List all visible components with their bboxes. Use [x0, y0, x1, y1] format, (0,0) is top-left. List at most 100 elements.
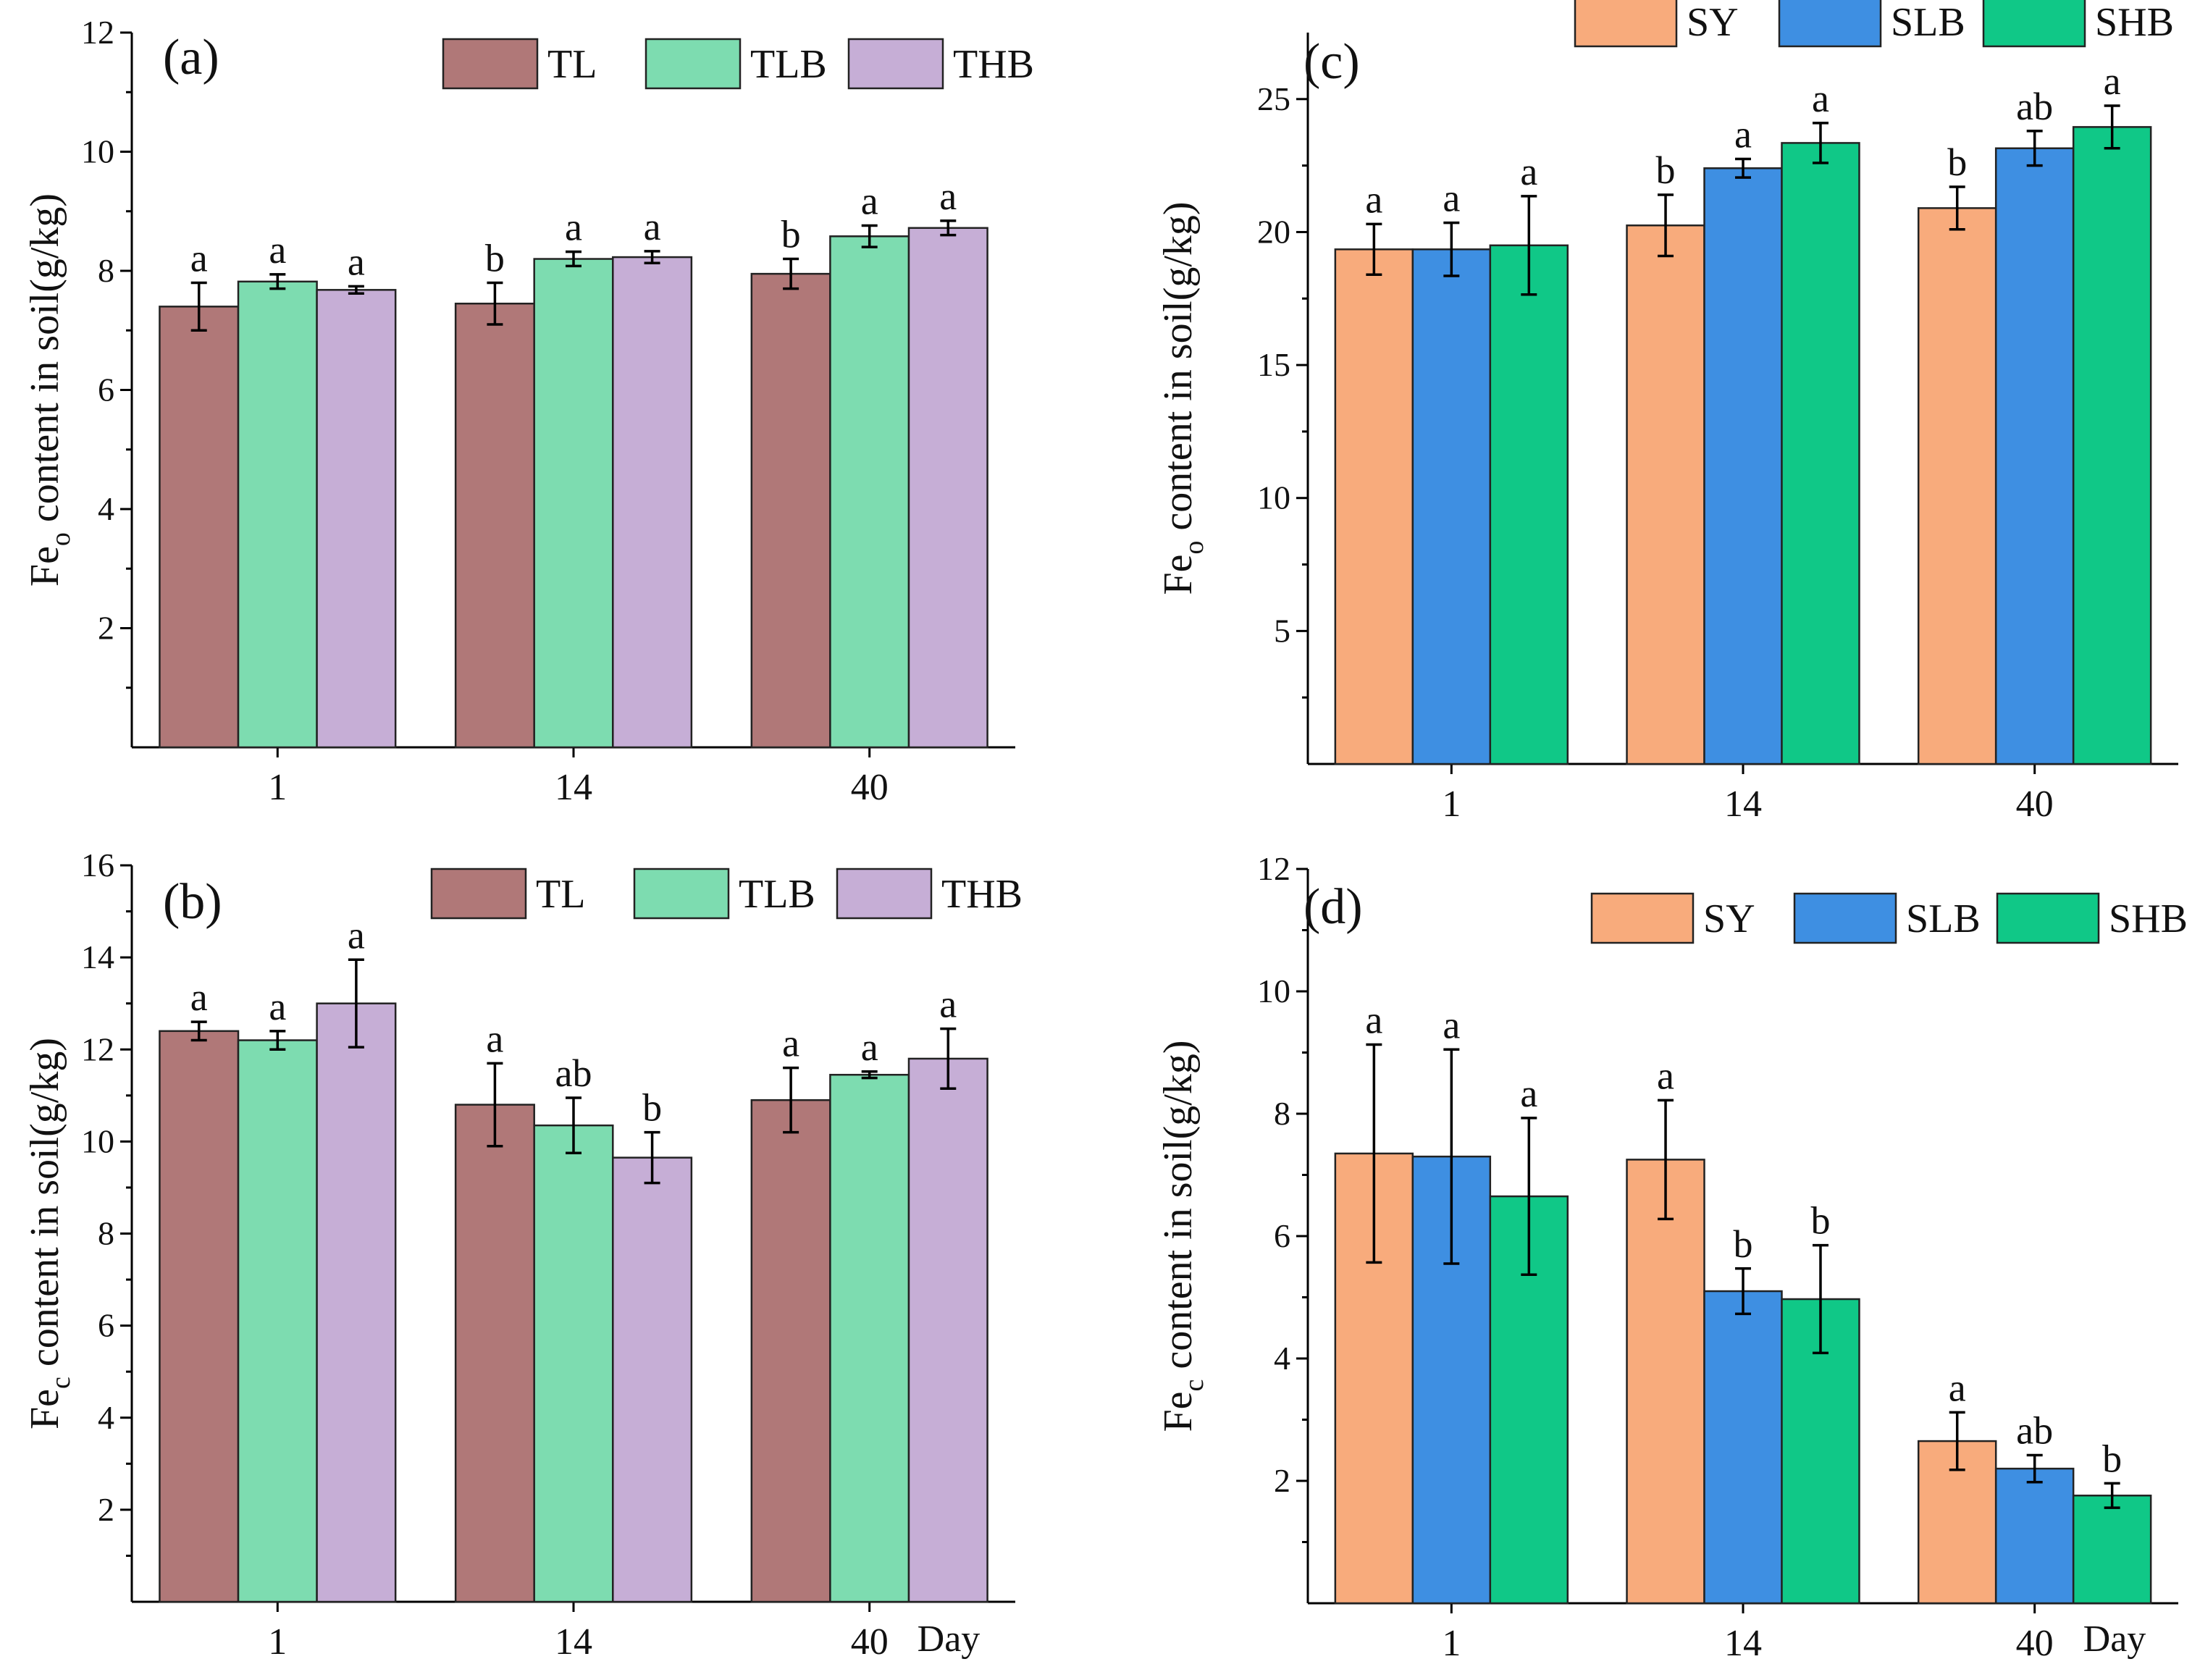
y-axis-label: Feo content in soil(g/kg): [22, 193, 76, 587]
bar-a-thb-day-1: [316, 289, 397, 749]
error-bar-d-sy-day-40: [1949, 1411, 1965, 1471]
y-axis-label-rest: content in soil(g/kg): [1156, 201, 1201, 540]
error-bar-c-slb-day-40: [2026, 130, 2043, 167]
y-tick-label: 6: [98, 1307, 114, 1344]
y-axis-label-rest: content in soil(g/kg): [1156, 1040, 1201, 1379]
legend-swatch-sy: [1574, 0, 1678, 48]
x-axis-label-day: Day: [2083, 1618, 2146, 1660]
legend-swatch-tl: [430, 868, 527, 920]
significance-label: a: [348, 240, 365, 283]
bar-b-tl-day-40: [750, 1099, 831, 1603]
y-tick-label: 4: [98, 490, 114, 527]
significance-label: ab: [2016, 85, 2053, 128]
bar-c-sy-day-1: [1334, 248, 1414, 765]
bar-d-shb-day-40: [2072, 1495, 2152, 1605]
significance-label: a: [565, 206, 582, 249]
panel-label-a: (a): [163, 30, 219, 85]
significance-label: b: [781, 213, 801, 256]
error-bar-c-sy-day-14: [1658, 193, 1674, 258]
y-tick-label: 2: [98, 1491, 114, 1528]
error-bar-a-tl-day-1: [190, 281, 207, 332]
y-tick-label: 5: [1274, 612, 1290, 649]
y-tick-label: 8: [98, 1215, 114, 1252]
bar-b-thb-day-1: [316, 1002, 397, 1603]
bar-a-tlb-day-14: [533, 258, 614, 749]
significance-label: ab: [555, 1051, 592, 1095]
error-bar-c-slb-day-1: [1443, 221, 1460, 277]
x-category-label: 14: [555, 767, 592, 808]
error-bar-b-tlb-day-1: [269, 1030, 286, 1051]
y-axis-label-main: Fe: [1156, 555, 1201, 595]
error-bar-a-tlb-day-14: [566, 250, 582, 268]
x-category-label: 14: [1724, 784, 1762, 825]
y-axis-label-subscript: o: [46, 532, 76, 546]
bar-a-tlb-day-1: [237, 280, 318, 749]
error-bar-c-shb-day-14: [1812, 122, 1829, 164]
legend-swatch-shb: [1996, 892, 2100, 944]
legend-label-thb: THB: [941, 872, 1023, 917]
significance-label: a: [1734, 112, 1752, 156]
bar-c-slb-day-1: [1411, 248, 1492, 765]
y-axis-label: Feo content in soil(g/kg): [1156, 201, 1209, 595]
legend-swatch-thb: [836, 868, 933, 920]
y-tick-label: 14: [81, 938, 114, 975]
legend-swatch-slb: [1793, 892, 1897, 944]
y-tick-label: 15: [1257, 346, 1290, 383]
y-axis-label-subscript: c: [46, 1377, 76, 1389]
significance-label: a: [1443, 177, 1460, 220]
y-axis-label: Fec content in soil(g/kg): [1156, 1040, 1209, 1432]
bar-b-tlb-day-40: [829, 1073, 910, 1603]
significance-label: a: [269, 228, 286, 272]
error-bar-b-thb-day-14: [644, 1130, 660, 1185]
y-tick-label: 12: [81, 1030, 114, 1067]
panel-label-d: (d): [1303, 879, 1363, 935]
x-category-label: 40: [2016, 784, 2054, 825]
bar-c-sy-day-40: [1917, 207, 1997, 765]
bar-d-slb-day-40: [1994, 1467, 2075, 1605]
y-tick-label: 6: [1274, 1217, 1290, 1254]
significance-label: a: [348, 913, 365, 957]
bar-b-tlb-day-14: [533, 1124, 614, 1603]
x-axis-label-day: Day: [918, 1618, 981, 1660]
legend-swatch-thb: [847, 38, 944, 90]
x-category-label: 1: [268, 1621, 287, 1663]
significance-label: a: [1365, 999, 1382, 1042]
bar-b-tlb-day-1: [237, 1039, 318, 1603]
significance-label: a: [939, 983, 957, 1026]
significance-label: b: [1734, 1222, 1753, 1266]
y-tick-label: 8: [98, 252, 114, 289]
panel-a-chart: 2 4 6 8 10 12 1 14 40 a b b a a a a a a TL TLB THB (a) Feo con…: [22, 14, 1034, 808]
significance-label: a: [1520, 150, 1537, 193]
significance-label: a: [644, 205, 661, 248]
significance-label: a: [782, 1022, 799, 1065]
bar-b-thb-day-40: [907, 1057, 988, 1603]
y-axis-label-main: Fe: [22, 546, 67, 587]
x-category-label: 14: [555, 1621, 592, 1663]
y-tick-label: 4: [1274, 1340, 1290, 1377]
error-bar-d-slb-day-1: [1443, 1048, 1460, 1265]
significance-label: b: [1947, 140, 1967, 184]
error-bar-d-sy-day-14: [1658, 1099, 1674, 1221]
error-bar-d-shb-day-14: [1812, 1243, 1829, 1355]
significance-label: a: [269, 985, 286, 1028]
y-tick-label: 25: [1257, 80, 1290, 117]
bar-a-tl-day-1: [159, 306, 240, 749]
significance-label: a: [190, 236, 208, 280]
error-bar-b-tlb-day-40: [861, 1070, 878, 1080]
error-bar-c-sy-day-40: [1949, 185, 1965, 231]
y-axis-label: Fec content in soil(g/kg): [22, 1038, 76, 1429]
significance-label: a: [1443, 1003, 1460, 1046]
y-tick-label: 4: [98, 1399, 114, 1436]
bar-b-tl-day-14: [454, 1104, 535, 1603]
legend-label-sy: SY: [1703, 896, 1755, 941]
significance-label: a: [2104, 59, 2121, 103]
significance-label: a: [486, 1017, 503, 1060]
bar-c-shb-day-14: [1781, 142, 1860, 765]
legend-label-shb: SHB: [2095, 0, 2174, 45]
bar-a-thb-day-14: [612, 256, 693, 749]
error-bar-a-tlb-day-1: [269, 273, 286, 290]
bar-a-tl-day-14: [454, 302, 535, 749]
